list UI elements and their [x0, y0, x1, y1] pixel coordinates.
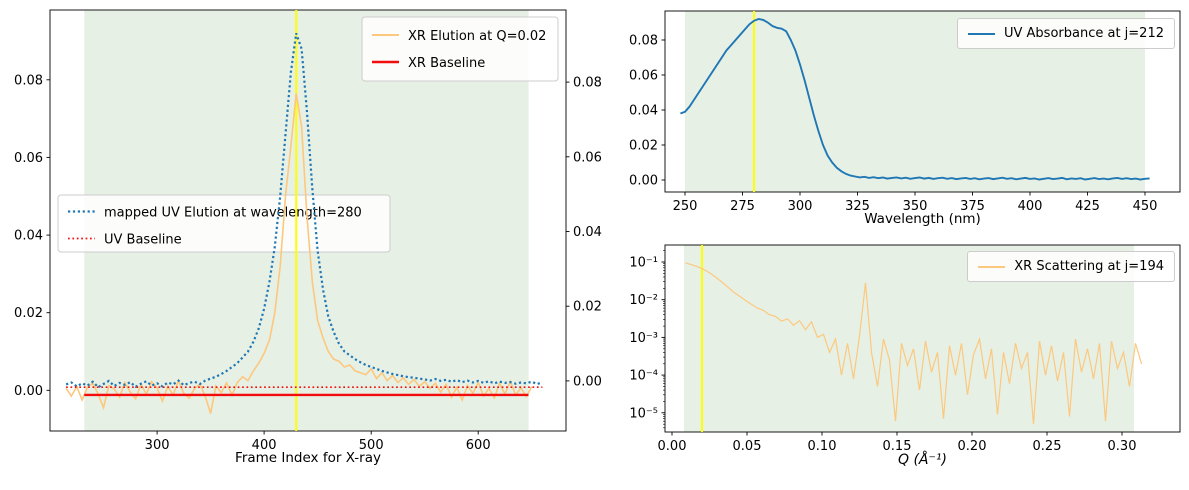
y-tick-label: 0.06 [14, 151, 43, 166]
legend-xr-scattering: XR Scattering at j=194 [967, 251, 1175, 282]
x-tick-label: 500 [359, 438, 384, 453]
x-tick-label: 275 [730, 199, 755, 214]
x-tick-label: 0.10 [808, 439, 837, 454]
plot2-xaxis-label: Wavelength (nm) [864, 211, 981, 227]
y-tick-label: 0.08 [629, 34, 658, 49]
x-tick-label: 400 [1018, 199, 1043, 214]
y2-tick-label: 0.04 [573, 225, 602, 240]
x-tick-label: 0.05 [733, 439, 762, 454]
x-tick-label: 300 [788, 199, 813, 214]
legend-label-xr-baseline: XR Baseline [408, 56, 485, 71]
x-tick-label: 600 [466, 438, 491, 453]
x-tick-label: 0.15 [883, 439, 912, 454]
elution-spines [49, 9, 567, 432]
y-tick-label: 0.02 [14, 306, 43, 321]
legend-label-xr-elution: XR Elution at Q=0.02 [408, 29, 546, 44]
xr-scattering-series-0 [685, 262, 1143, 425]
legend-box [361, 16, 559, 82]
legend-label-uv-absorbance: UV Absorbance at j=212 [1003, 26, 1164, 41]
x-tick-label: 0.00 [658, 439, 687, 454]
x-tick-label: 425 [1075, 199, 1100, 214]
xr-scattering-spines [664, 244, 1181, 433]
x-tick-label: 325 [845, 199, 870, 214]
legend-uv-absorbance: UV Absorbance at j=212 [956, 18, 1175, 49]
y-tick-label: 0.02 [629, 139, 658, 154]
y-tick-label: 0.04 [14, 229, 43, 244]
y-tick-label: 10⁻⁵ [629, 406, 658, 421]
legend-label-uv-baseline: UV Baseline [104, 233, 182, 248]
y-tick-label: 10⁻² [629, 293, 658, 308]
x-tick-label: 400 [252, 438, 277, 453]
x-tick-label: 300 [145, 438, 170, 453]
elution-series-2 [65, 32, 543, 389]
x-tick-label: 250 [673, 199, 698, 214]
y2-tick-label: 0.02 [573, 300, 602, 315]
y2-tick-label: 0.08 [573, 76, 602, 91]
y-tick-label: 0.04 [629, 104, 658, 119]
y-tick-label: 0.08 [14, 73, 43, 88]
plot3-xaxis-label: Q (Å⁻¹) [898, 452, 947, 468]
legend-label-xr-scattering: XR Scattering at j=194 [1014, 259, 1164, 274]
x-tick-label: 0.20 [958, 439, 987, 454]
legend-xr: XR Elution at Q=0.02 XR Baseline [361, 16, 559, 82]
y-tick-label: 10⁻¹ [629, 256, 658, 271]
elution-series-0 [65, 93, 533, 414]
x-tick-label: 0.30 [1108, 439, 1137, 454]
legend-uv-mapped: mapped UV Elution at wavelength=280 UV B… [57, 194, 391, 253]
data-layer [65, 10, 1150, 432]
legend-line-sample-xr-scattering [978, 265, 1006, 268]
y-tick-label: 0.00 [629, 174, 658, 189]
uv-absorbance-series-0 [680, 18, 1150, 181]
uv-absorbance-spines [664, 10, 1181, 193]
y2-tick-label: 0.06 [573, 150, 602, 165]
x-tick-label: 450 [1133, 199, 1158, 214]
y-tick-label: 10⁻³ [629, 331, 658, 346]
y-tick-label: 0.06 [629, 69, 658, 84]
legend-line-sample-uv-absorbance [967, 32, 995, 35]
plot1-xaxis-label: Frame Index for X-ray [235, 450, 381, 466]
y-tick-label: 0.00 [14, 384, 43, 399]
y-tick-label: 10⁻⁴ [629, 369, 658, 384]
legend-label-uv-elution: mapped UV Elution at wavelength=280 [104, 206, 362, 221]
x-tick-label: 375 [960, 199, 985, 214]
y2-tick-label: 0.00 [573, 374, 602, 389]
x-tick-label: 0.25 [1033, 439, 1062, 454]
x-tick-label: 350 [903, 199, 928, 214]
